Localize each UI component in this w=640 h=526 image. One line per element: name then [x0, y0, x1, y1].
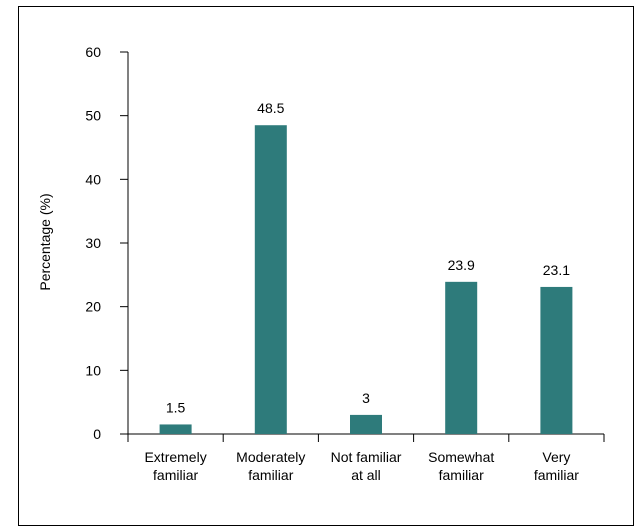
labels: 1.5 Extremely familiar 48.5 Moderately famili… — [144, 100, 579, 483]
data-label: 23.9 — [448, 257, 475, 273]
bar — [445, 281, 478, 434]
bar — [540, 286, 573, 434]
chart-frame — [18, 6, 634, 526]
y-tick-label: 60 — [85, 44, 101, 60]
x-tick-label: Somewhat — [428, 449, 494, 465]
x-tick-label: familiar — [153, 467, 198, 483]
bars — [159, 125, 573, 434]
x-tick-label: familiar — [248, 467, 293, 483]
data-label: 1.5 — [166, 399, 186, 415]
x-tick-label: familiar — [534, 467, 579, 483]
x-tick-label: Not familiar — [331, 449, 402, 465]
x-tick-label: Extremely — [144, 449, 206, 465]
y-tick-label: 10 — [85, 362, 101, 378]
data-label: 48.5 — [257, 100, 284, 116]
x-tick-label: Moderately — [236, 449, 305, 465]
y-tick-label: 20 — [85, 299, 101, 315]
data-label: 3 — [362, 390, 370, 406]
y-axis-label: Percentage (%) — [37, 193, 53, 290]
bar — [159, 424, 192, 434]
data-label: 23.1 — [543, 262, 570, 278]
bar — [254, 125, 287, 434]
x-tick-label: Very — [542, 449, 570, 465]
bar — [350, 414, 382, 434]
y-tick-label: 50 — [85, 108, 101, 124]
y-tick-label: 30 — [85, 235, 101, 251]
y-tick-label: 40 — [85, 171, 101, 187]
y-tick-label: 0 — [93, 426, 101, 442]
x-tick-label: at all — [351, 467, 381, 483]
axes: 0 10 20 30 40 50 60 — [85, 44, 605, 442]
bar-chart: Percentage (%) 0 10 20 30 40 50 60 1.5 Extremel… — [37, 44, 605, 483]
x-tick-label: familiar — [439, 467, 484, 483]
